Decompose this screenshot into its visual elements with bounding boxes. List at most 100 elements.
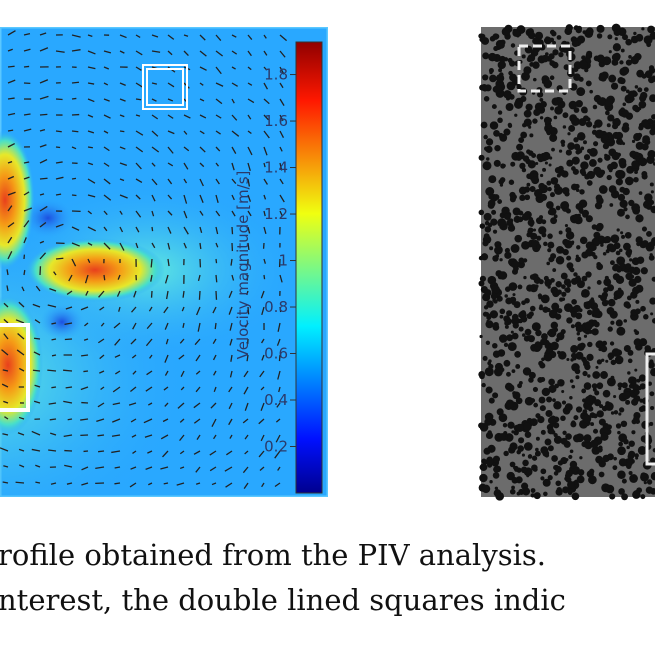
- vector: [215, 34, 222, 41]
- vector: [130, 338, 137, 345]
- particle: [651, 78, 655, 83]
- particle: [482, 240, 489, 247]
- particle: [650, 190, 654, 194]
- vector: [215, 82, 224, 87]
- particle: [526, 474, 530, 478]
- vector: [7, 236, 13, 244]
- vector: [231, 146, 237, 154]
- vector: [275, 418, 281, 423]
- particle: [489, 480, 493, 484]
- particle: [573, 137, 579, 143]
- particle: [552, 398, 556, 403]
- particle: [540, 338, 547, 346]
- vector: [129, 482, 137, 488]
- particle: [546, 261, 551, 266]
- particle: [504, 294, 508, 298]
- particle: [504, 247, 510, 254]
- particle: [531, 464, 538, 471]
- particle: [587, 341, 593, 348]
- vector: [225, 482, 233, 488]
- particle: [524, 328, 532, 336]
- particle: [630, 97, 635, 101]
- vector: [247, 226, 251, 234]
- vector: [7, 205, 13, 212]
- vector: [279, 146, 283, 152]
- vector: [212, 338, 217, 344]
- particle: [572, 168, 579, 175]
- vector: [114, 482, 121, 485]
- particle: [552, 40, 556, 45]
- particle: [568, 267, 572, 271]
- particle: [526, 242, 530, 246]
- particle: [527, 31, 536, 40]
- particle: [505, 399, 515, 409]
- particle: [492, 343, 498, 349]
- vector: [103, 114, 111, 119]
- vector: [230, 354, 233, 362]
- particle: [649, 240, 655, 247]
- vector: [87, 226, 96, 232]
- particle: [636, 378, 641, 383]
- vector: [260, 386, 265, 391]
- vector: [151, 98, 157, 102]
- particle: [519, 194, 526, 201]
- vector: [183, 34, 189, 37]
- particle: [511, 332, 519, 340]
- particle: [628, 90, 636, 99]
- vector: [247, 146, 253, 156]
- particle: [635, 142, 642, 148]
- vector: [87, 114, 94, 118]
- particle: [613, 456, 617, 461]
- particle: [493, 321, 499, 328]
- vector: [215, 242, 219, 248]
- vector: [23, 237, 27, 244]
- particle: [579, 236, 588, 245]
- vector: [63, 434, 73, 438]
- particle: [549, 415, 558, 424]
- vector: [231, 82, 238, 87]
- particle: [595, 365, 599, 369]
- vector: [244, 402, 249, 411]
- vector: [261, 354, 265, 361]
- particle: [492, 472, 500, 479]
- vector: [242, 466, 249, 474]
- particle: [647, 361, 655, 369]
- vector: [277, 322, 281, 332]
- particle: [632, 286, 640, 295]
- particle: [649, 182, 654, 187]
- vector: [215, 258, 218, 264]
- particle: [536, 243, 542, 249]
- particle: [507, 342, 517, 352]
- vector: [51, 338, 57, 341]
- vector: [244, 450, 249, 455]
- particle: [483, 233, 490, 240]
- particle: [565, 433, 572, 440]
- vector: [167, 258, 170, 267]
- particle: [607, 326, 613, 332]
- vector: [111, 434, 121, 437]
- particle: [651, 276, 655, 282]
- particle: [492, 350, 501, 358]
- vector: [87, 50, 96, 55]
- particle: [650, 205, 655, 214]
- vector: [148, 306, 153, 312]
- particle: [519, 162, 526, 170]
- vector: [18, 301, 25, 308]
- particle: [613, 410, 619, 415]
- vector: [7, 175, 15, 180]
- particle: [483, 96, 490, 102]
- particle: [537, 416, 545, 424]
- particle: [594, 202, 603, 210]
- vector: [247, 34, 253, 40]
- particle: [576, 332, 581, 336]
- particle: [516, 143, 524, 151]
- particle: [615, 169, 624, 179]
- vector: [39, 177, 48, 180]
- particle: [565, 28, 572, 35]
- particle: [584, 321, 593, 330]
- particle: [562, 238, 569, 246]
- particle: [535, 436, 540, 441]
- particle: [538, 182, 546, 190]
- particle: [486, 300, 494, 308]
- particle: [622, 34, 629, 41]
